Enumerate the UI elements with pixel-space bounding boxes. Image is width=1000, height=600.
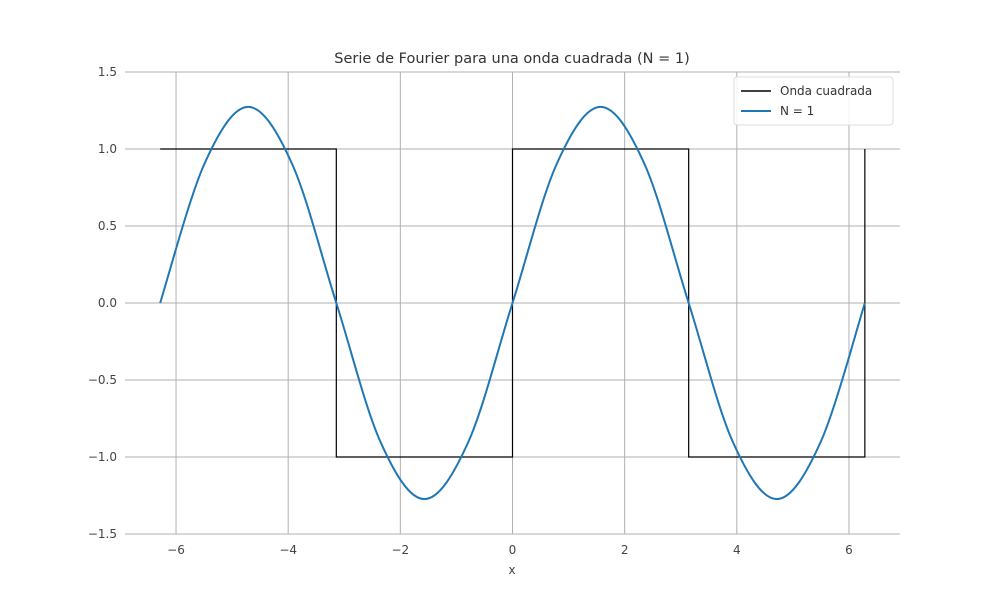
legend: Onda cuadrada N = 1 <box>733 76 894 126</box>
y-tick-label-3: 0.0 <box>98 296 117 310</box>
x-axis-label: x <box>508 563 515 577</box>
legend-label-onda-cuadrada: Onda cuadrada <box>780 84 872 98</box>
series-n1-line <box>159 105 866 501</box>
x-tick-label-6: 6 <box>845 543 853 557</box>
x-tick-label-0: −6 <box>167 543 185 557</box>
y-tick-label-2: −0.5 <box>88 373 117 387</box>
x-tick-label-1: −4 <box>279 543 297 557</box>
x-tick-label-3: 0 <box>509 543 517 557</box>
series-onda-cuadrada-line <box>160 148 866 458</box>
legend-box <box>733 76 894 126</box>
y-tick-label-4: 0.5 <box>98 219 117 233</box>
y-tick-label-6: 1.5 <box>98 65 117 79</box>
legend-label-n1: N = 1 <box>780 104 814 118</box>
chart-title: Serie de Fourier para una onda cuadrada … <box>334 51 689 67</box>
x-tick-label-4: 2 <box>621 543 629 557</box>
y-tick-label-5: 1.0 <box>98 142 117 156</box>
tick-labels: −6 −4 −2 0 2 4 6 −1.5 −1.0 −0.5 0.0 0.5 1.0 1.5 <box>88 65 853 557</box>
y-tick-label-0: −1.5 <box>88 527 117 541</box>
y-tick-label-1: −1.0 <box>88 450 117 464</box>
series-layer <box>159 105 866 501</box>
x-tick-label-5: 4 <box>733 543 741 557</box>
x-tick-label-2: −2 <box>391 543 409 557</box>
